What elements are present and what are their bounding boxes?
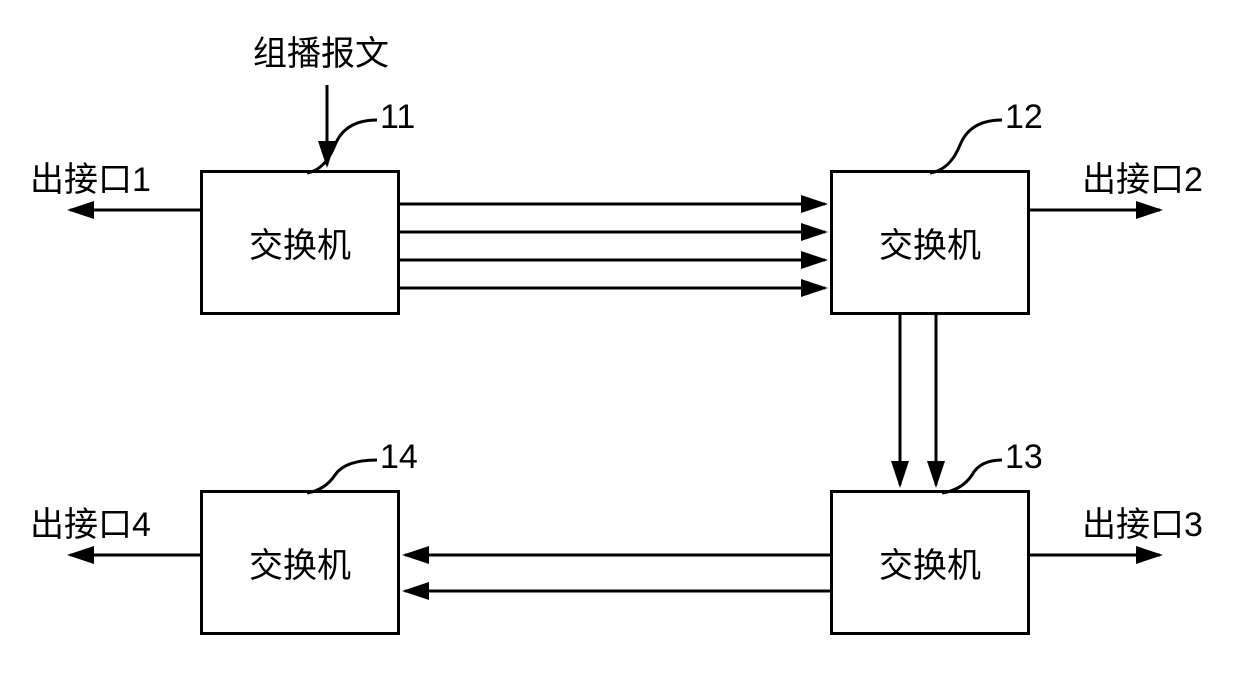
callout-12: 12 — [1005, 98, 1043, 137]
input-label: 组播报文 — [253, 26, 389, 75]
callout-13: 13 — [1005, 438, 1043, 477]
switch-node-13: 交换机 — [830, 490, 1030, 635]
out-port-3-label: 出接口3 — [1082, 497, 1203, 546]
out-port-1-label: 出接口1 — [30, 152, 151, 201]
switch-label: 交换机 — [879, 538, 981, 587]
out-port-4-label: 出接口4 — [30, 497, 151, 546]
callout-14: 14 — [380, 438, 418, 477]
switch-label: 交换机 — [879, 218, 981, 267]
switch-label: 交换机 — [249, 218, 351, 267]
switch-node-12: 交换机 — [830, 170, 1030, 315]
switch-label: 交换机 — [249, 538, 351, 587]
network-diagram: 交换机 交换机 交换机 交换机 组播报文 出接口1 出接口2 出接口3 出接口4… — [0, 0, 1239, 686]
callout-11: 11 — [380, 98, 415, 137]
switch-node-11: 交换机 — [200, 170, 400, 315]
arrows-overlay — [0, 0, 1239, 686]
out-port-2-label: 出接口2 — [1082, 152, 1203, 201]
switch-node-14: 交换机 — [200, 490, 400, 635]
